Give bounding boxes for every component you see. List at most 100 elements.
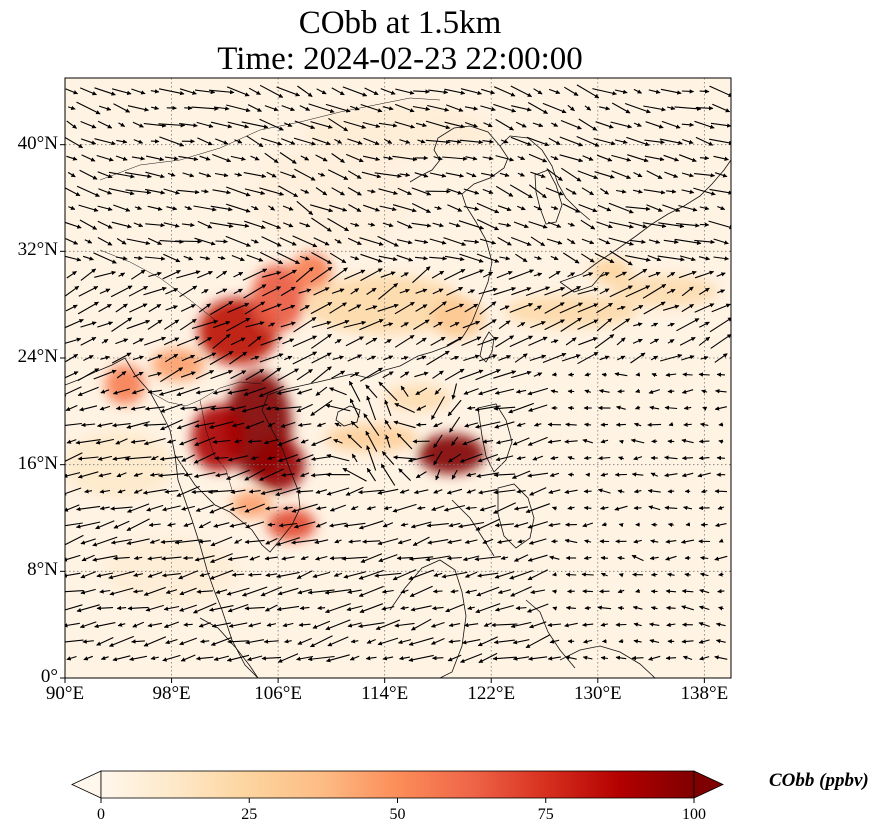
wind-arrow xyxy=(385,434,391,448)
wind-arrow xyxy=(584,389,591,394)
wind-arrow xyxy=(96,154,114,162)
wind-arrow xyxy=(77,368,100,382)
wind-arrow xyxy=(245,321,265,328)
wind-arrow xyxy=(363,204,380,212)
wind-arrow xyxy=(657,255,685,262)
wind-arrow xyxy=(458,220,485,230)
wind-arrow xyxy=(266,171,277,178)
wind-arrow xyxy=(559,136,584,147)
wind-arrow xyxy=(434,387,442,395)
wind-arrow xyxy=(567,272,576,278)
wind-arrow xyxy=(251,205,259,211)
wind-arrow xyxy=(297,422,312,428)
wind-arrow xyxy=(124,456,152,461)
wind-arrow xyxy=(546,238,563,245)
wind-arrow xyxy=(79,169,98,180)
wind-arrow xyxy=(226,186,251,197)
wind-arrow xyxy=(294,168,316,181)
wind-arrow xyxy=(98,303,112,313)
wind-arrow xyxy=(415,122,427,128)
wind-arrow xyxy=(191,106,219,111)
wind-arrow xyxy=(697,472,711,478)
wind-arrow xyxy=(611,170,632,179)
wind-arrow xyxy=(533,88,543,95)
wind-arrow xyxy=(530,171,546,178)
wind-arrow xyxy=(82,255,94,261)
wind-arrow xyxy=(148,271,162,278)
wind-arrow xyxy=(630,438,645,444)
wind-arrow xyxy=(577,351,599,365)
wind-arrow xyxy=(509,302,534,313)
wind-arrow xyxy=(429,301,447,315)
wind-arrow xyxy=(648,239,661,244)
wind-arrow xyxy=(630,352,646,364)
wind-arrow xyxy=(298,288,312,294)
wind-arrow xyxy=(667,389,675,394)
wind-arrow xyxy=(567,104,575,112)
wind-arrow xyxy=(658,222,685,229)
wind-arrow xyxy=(415,471,427,479)
wind-arrow xyxy=(259,251,284,265)
wind-arrow xyxy=(662,204,681,212)
wind-arrow xyxy=(600,422,609,427)
wind-arrow xyxy=(245,420,265,429)
wind-arrow xyxy=(277,436,299,446)
wind-arrow xyxy=(517,155,526,161)
wind-arrow xyxy=(210,205,233,212)
wind-arrow xyxy=(425,120,451,130)
wind-arrow xyxy=(562,203,580,213)
wind-arrow xyxy=(499,172,510,177)
wind-arrow xyxy=(227,121,250,129)
wind-arrow xyxy=(550,155,559,161)
wind-arrow xyxy=(210,406,233,411)
wind-arrow xyxy=(380,88,396,95)
wind-arrow xyxy=(212,439,231,445)
wind-arrow xyxy=(97,321,114,328)
wind-arrow xyxy=(312,137,331,146)
wind-arrow xyxy=(217,255,226,261)
wind-arrow xyxy=(666,288,676,294)
wind-arrow xyxy=(608,221,634,229)
wind-arrow xyxy=(229,351,248,365)
wind-arrow xyxy=(231,422,245,428)
wind-arrow xyxy=(584,372,591,377)
wind-arrow xyxy=(463,205,480,211)
wind-arrow xyxy=(296,200,314,216)
wind-arrow xyxy=(533,422,542,427)
wind-arrow xyxy=(349,398,360,418)
wind-arrow xyxy=(360,268,383,282)
wind-arrow xyxy=(66,155,78,161)
wind-arrow xyxy=(281,105,295,112)
wind-arrow xyxy=(714,353,728,363)
wind-arrow xyxy=(646,170,663,180)
wind-arrow xyxy=(600,439,609,444)
wind-arrow xyxy=(416,355,427,361)
wind-arrow xyxy=(433,434,443,449)
wind-arrow xyxy=(179,123,198,128)
wind-arrow xyxy=(83,355,94,361)
wind-arrow xyxy=(344,269,366,280)
wind-arrow xyxy=(308,103,335,113)
wind-arrow xyxy=(325,103,351,113)
wind-arrow xyxy=(242,268,268,281)
wind-arrow xyxy=(601,372,607,378)
wind-arrow xyxy=(93,252,117,264)
wind-arrow xyxy=(448,222,461,228)
wind-arrow xyxy=(310,121,333,129)
wind-arrow xyxy=(618,439,624,445)
wind-arrow xyxy=(685,522,691,527)
wind-arrow xyxy=(716,455,725,461)
wind-arrow xyxy=(160,367,184,383)
wind-arrow xyxy=(281,304,296,312)
wind-arrow xyxy=(345,153,364,163)
wind-arrow xyxy=(316,422,326,427)
wind-arrow xyxy=(193,352,217,364)
wind-arrow xyxy=(347,354,363,362)
wind-arrow xyxy=(159,456,183,462)
wind-arrow xyxy=(292,235,318,248)
wind-arrow xyxy=(194,237,216,246)
wind-arrow xyxy=(197,270,213,279)
wind-arrow xyxy=(632,338,643,344)
wind-arrow xyxy=(201,289,209,294)
wind-arrow xyxy=(158,123,186,128)
